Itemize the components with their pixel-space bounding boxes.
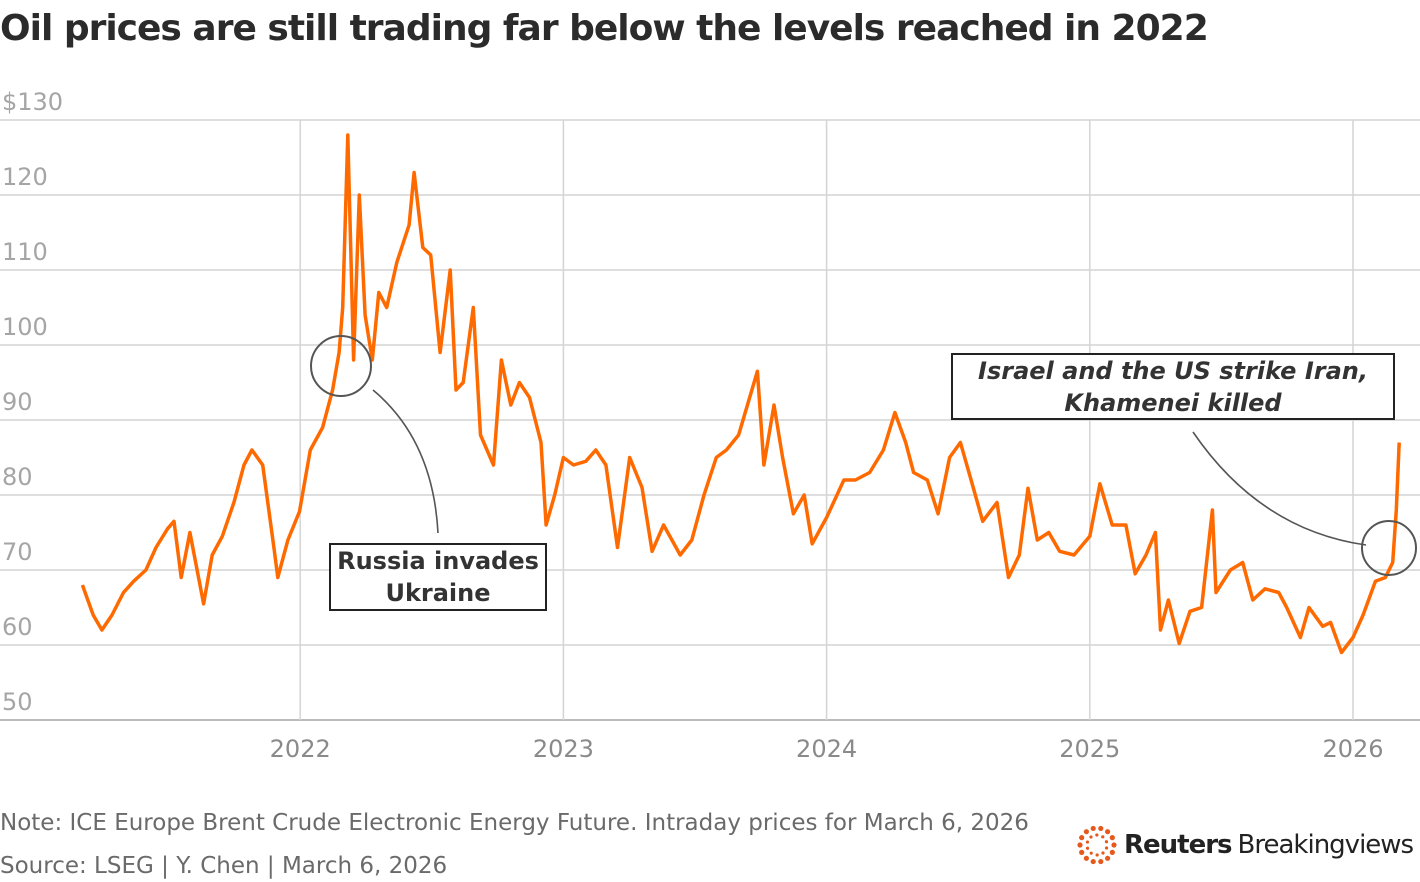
x-tick-label: 2024 xyxy=(796,735,857,763)
logo-dot xyxy=(1095,853,1099,857)
annotation-iran: Israel and the US strike Iran, Khamenei … xyxy=(951,353,1395,420)
logo-dot xyxy=(1104,840,1109,844)
x-tick-label: 2022 xyxy=(270,735,331,763)
chart-source: Source: LSEG | Y. Chen | March 6, 2026 xyxy=(0,853,448,879)
y-tick-label: 70 xyxy=(2,538,33,566)
logo-dot xyxy=(1098,825,1104,832)
logo-dot xyxy=(1104,855,1111,861)
gridlines xyxy=(0,119,1420,721)
reuters-dots-icon xyxy=(1077,825,1117,865)
logo-dot xyxy=(1090,858,1096,865)
y-tick-label: 60 xyxy=(2,613,33,641)
logo-dot xyxy=(1104,846,1109,850)
logo-dot xyxy=(1085,840,1090,844)
logo-dot xyxy=(1089,851,1093,855)
logo-dot xyxy=(1083,855,1090,861)
series-line-brent xyxy=(80,133,1401,655)
logo-dot xyxy=(1083,829,1090,835)
logo-dot xyxy=(1090,825,1096,832)
logo-dot xyxy=(1095,833,1099,837)
y-tick-label: $130 xyxy=(2,88,63,116)
logo-dot xyxy=(1109,849,1115,855)
logo-dot xyxy=(1101,835,1105,839)
x-tick-label: 2023 xyxy=(533,735,594,763)
y-tick-label: 50 xyxy=(2,688,33,716)
logo-dot xyxy=(1098,858,1104,865)
logo-dot xyxy=(1079,835,1085,841)
y-axis-ticks: $130 120 110 100 90 80 70 60 50 xyxy=(2,88,63,716)
logo-dot xyxy=(1089,835,1093,839)
logo-dot xyxy=(1104,829,1111,835)
chart-title: Oil prices are still trading far below t… xyxy=(0,8,1209,49)
logo-dot xyxy=(1077,842,1083,848)
y-tick-label: 90 xyxy=(2,388,33,416)
annotation-circle-iran xyxy=(1361,520,1417,576)
y-tick-label: 80 xyxy=(2,463,33,491)
logo-brand: Reuters xyxy=(1124,830,1233,860)
y-tick-label: 120 xyxy=(2,163,48,191)
logo-sub: Breakingviews xyxy=(1237,830,1415,860)
y-tick-label: 110 xyxy=(2,238,48,266)
annotation-leader-iran xyxy=(1192,431,1367,546)
logo-dot xyxy=(1111,842,1117,848)
logo-dot xyxy=(1085,846,1090,850)
chart-note: Note: ICE Europe Brent Crude Electronic … xyxy=(0,810,1029,836)
x-axis-ticks: 2022 2023 2024 2025 2026 xyxy=(270,735,1384,763)
logo-dot xyxy=(1109,835,1115,841)
y-tick-label: 100 xyxy=(2,313,48,341)
logo-dot xyxy=(1101,851,1105,855)
x-tick-label: 2026 xyxy=(1322,735,1383,763)
annotation-leader-ukraine xyxy=(372,389,439,534)
reuters-breakingviews-logo: Reuters Breakingviews xyxy=(1076,824,1415,866)
annotation-circle-ukraine xyxy=(310,335,372,397)
annotation-ukraine: Russia invades Ukraine xyxy=(329,543,547,611)
logo-dot xyxy=(1079,849,1085,855)
x-tick-label: 2025 xyxy=(1059,735,1120,763)
